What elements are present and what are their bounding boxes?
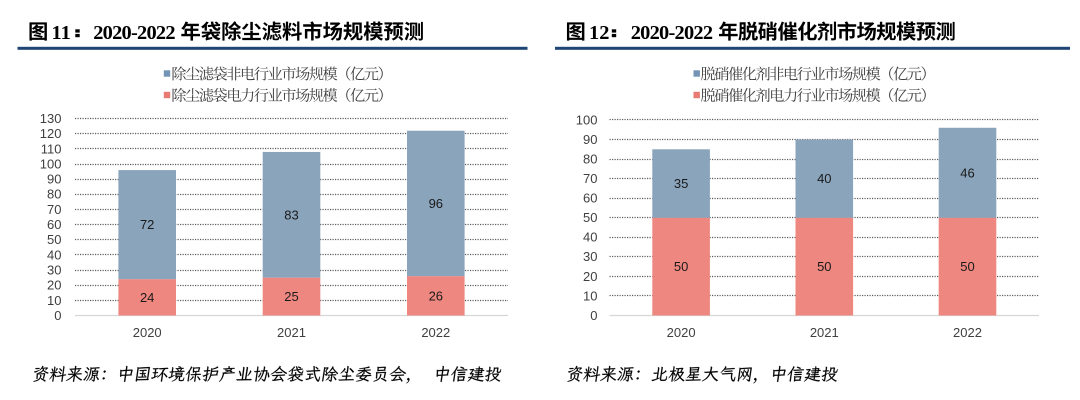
svg-text:110: 110 — [41, 141, 62, 156]
svg-text:40: 40 — [817, 171, 831, 186]
svg-text:40: 40 — [47, 247, 61, 262]
svg-text:2020-2022: 2020-2022 — [631, 22, 713, 44]
svg-text:26: 26 — [429, 288, 443, 303]
svg-text:35: 35 — [674, 176, 688, 191]
svg-text:12: 12 — [589, 22, 609, 44]
svg-text:72: 72 — [140, 217, 154, 232]
svg-text:90: 90 — [47, 172, 61, 187]
svg-text:40: 40 — [583, 230, 597, 245]
svg-text:60: 60 — [583, 191, 597, 206]
svg-text:50: 50 — [817, 259, 831, 274]
svg-text:70: 70 — [583, 171, 597, 186]
svg-text:50: 50 — [47, 232, 61, 247]
svg-text:10: 10 — [47, 293, 61, 308]
svg-text:2022: 2022 — [953, 325, 982, 340]
svg-text:50: 50 — [583, 210, 597, 225]
svg-text:80: 80 — [47, 187, 61, 202]
svg-text:2020-2022: 2020-2022 — [93, 22, 175, 44]
svg-text:2021: 2021 — [810, 325, 839, 340]
svg-text:100: 100 — [40, 156, 62, 171]
svg-text:80: 80 — [583, 151, 597, 166]
svg-text:120: 120 — [40, 126, 62, 141]
svg-text:100: 100 — [576, 112, 598, 127]
svg-text:70: 70 — [47, 202, 61, 217]
svg-text:11: 11 — [52, 22, 71, 44]
svg-text:30: 30 — [47, 262, 61, 277]
svg-text:2020: 2020 — [667, 325, 696, 340]
svg-text:30: 30 — [583, 249, 597, 264]
svg-text:20: 20 — [47, 278, 61, 293]
svg-text:96: 96 — [429, 196, 443, 211]
svg-text:50: 50 — [674, 259, 688, 274]
svg-text:10: 10 — [583, 288, 597, 303]
svg-text:0: 0 — [54, 308, 61, 323]
svg-text:83: 83 — [284, 207, 298, 222]
svg-text:60: 60 — [47, 217, 61, 232]
svg-text:2020: 2020 — [133, 325, 162, 340]
svg-text:2022: 2022 — [421, 325, 450, 340]
svg-text:46: 46 — [960, 165, 974, 180]
svg-text:24: 24 — [140, 290, 154, 305]
svg-text:2021: 2021 — [277, 325, 306, 340]
svg-text:25: 25 — [284, 289, 298, 304]
svg-text:0: 0 — [590, 308, 597, 323]
svg-text:50: 50 — [960, 259, 974, 274]
svg-text:90: 90 — [583, 132, 597, 147]
svg-text:130: 130 — [40, 111, 62, 126]
svg-text:20: 20 — [583, 269, 597, 284]
